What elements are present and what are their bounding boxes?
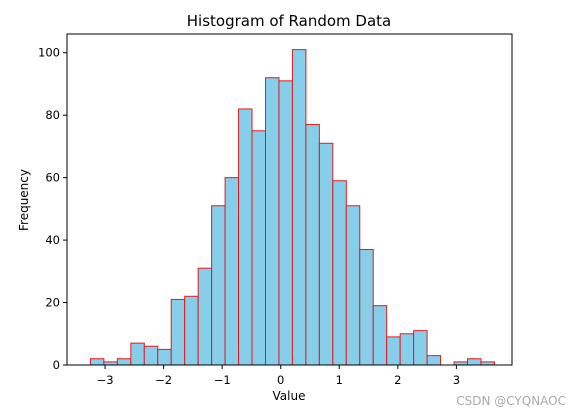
histogram-bar (399, 333, 415, 366)
histogram-bar (359, 248, 374, 366)
y-tick-label: 100 (38, 46, 60, 60)
x-tick-label: 0 (277, 373, 284, 387)
chart-title: Histogram of Random Data (187, 12, 392, 30)
x-axis-ticks: −3 −2 −1 0 1 2 3 (97, 365, 460, 387)
y-tick-label: 80 (45, 108, 60, 122)
histogram-bar (332, 180, 347, 366)
histogram-bar (157, 348, 172, 366)
histogram-bar (264, 77, 280, 366)
x-tick-label: 3 (453, 373, 460, 387)
histogram-bar (89, 358, 105, 366)
histogram-bar (291, 49, 307, 366)
histogram-bar (251, 130, 266, 366)
watermark-text: CSDN @CYQNAOC (456, 394, 566, 408)
histogram-bar (386, 336, 401, 366)
y-tick-label: 60 (45, 171, 60, 185)
histogram-bar (467, 358, 482, 366)
y-tick-label: 20 (45, 296, 60, 310)
histogram-bar (170, 298, 186, 366)
histogram-bar (318, 142, 334, 366)
y-tick-label: 0 (53, 358, 60, 372)
bars-group (89, 49, 495, 366)
x-tick-label: 2 (394, 373, 401, 387)
histogram-bar (413, 330, 428, 366)
x-tick-label: −2 (155, 373, 172, 387)
y-tick-label: 40 (45, 233, 60, 247)
histogram-bar (305, 124, 320, 366)
histogram-bar (197, 267, 213, 366)
x-tick-label: −1 (214, 373, 231, 387)
histogram-bar (278, 80, 293, 366)
histogram-bar (426, 355, 442, 366)
y-axis-label: Frequency (17, 169, 31, 231)
x-tick-label: 1 (336, 373, 343, 387)
histogram-bar (184, 295, 199, 366)
x-axis-label: Value (273, 389, 306, 403)
histogram-bar (211, 205, 226, 366)
histogram-bar (345, 205, 361, 366)
x-tick-label: −3 (97, 373, 114, 387)
histogram-bar (143, 345, 159, 366)
histogram-bar (224, 177, 240, 366)
y-axis-ticks: 0 20 40 60 80 100 (38, 46, 67, 372)
histogram-bar (116, 358, 132, 366)
histogram-bar (238, 108, 253, 366)
plot-frame (66, 33, 513, 366)
histogram-bar (130, 342, 145, 366)
histogram-bar (372, 305, 388, 366)
